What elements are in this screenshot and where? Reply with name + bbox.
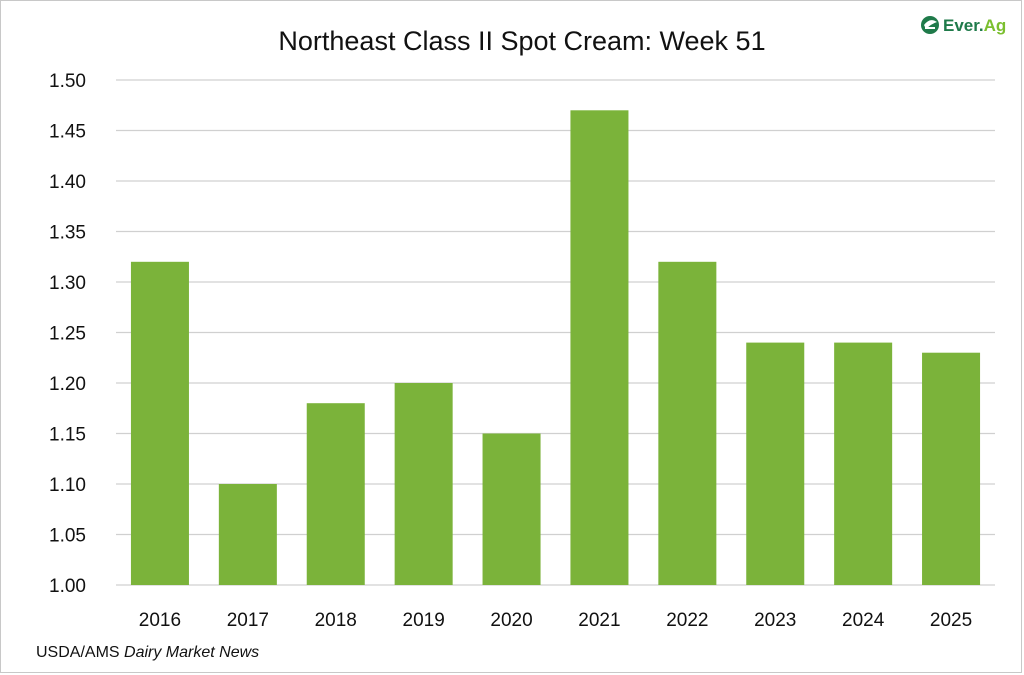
- y-tick-label: 1.10: [49, 475, 86, 496]
- bar-2022: [658, 261, 717, 585]
- x-tick-label: 2020: [490, 610, 532, 631]
- x-tick-label: 2025: [930, 610, 972, 631]
- source-note: USDA/AMS Dairy Market News: [36, 644, 259, 661]
- x-tick-label: 2024: [842, 610, 885, 631]
- bar-2017: [218, 484, 277, 585]
- y-tick-label: 1.45: [49, 122, 86, 143]
- y-tick-label: 1.25: [49, 324, 86, 345]
- x-tick-label: 2016: [139, 610, 181, 631]
- y-tick-label: 1.15: [49, 425, 86, 446]
- y-axis-ticks: 1.00 1.05 1.10 1.15 1.20 1.25 1.30 1.35 1.40 1.45…: [49, 71, 86, 597]
- x-axis-ticks: 2016 2017 2018 2019 2020 2021 2022 2023 2024 2025: [139, 610, 972, 631]
- bar-2024: [834, 342, 893, 585]
- svg-text:Ever.Ag: Ever.Ag: [943, 16, 1006, 35]
- bar-2020: [482, 433, 541, 585]
- bars: [130, 110, 981, 586]
- x-tick-label: 2019: [403, 610, 445, 631]
- bar-2016: [130, 261, 189, 585]
- y-tick-label: 1.20: [49, 374, 86, 395]
- x-tick-label: 2017: [227, 610, 269, 631]
- y-tick-label: 1.40: [49, 172, 86, 193]
- y-tick-label: 1.50: [49, 71, 86, 92]
- y-tick-label: 1.05: [49, 526, 86, 547]
- logo-text-main: Ever.: [943, 16, 984, 35]
- x-tick-label: 2018: [315, 610, 357, 631]
- logo-text-accent: Ag: [984, 16, 1007, 35]
- chart-title: Northeast Class II Spot Cream: Week 51: [278, 26, 765, 56]
- ever-ag-leaf-icon: [921, 16, 939, 34]
- x-tick-label: 2021: [578, 610, 620, 631]
- source-italic: Dairy Market News: [124, 644, 259, 661]
- bar-2023: [746, 342, 805, 585]
- y-tick-label: 1.30: [49, 273, 86, 294]
- ever-ag-logo: Ever.Ag: [921, 16, 1006, 35]
- y-tick-label: 1.00: [49, 576, 86, 597]
- bar-2018: [306, 403, 365, 585]
- bar-2025: [922, 352, 981, 585]
- bar-2019: [394, 383, 453, 585]
- x-tick-label: 2022: [666, 610, 708, 631]
- source-prefix: USDA/AMS: [36, 644, 124, 661]
- y-tick-label: 1.35: [49, 223, 86, 244]
- x-tick-label: 2023: [754, 610, 796, 631]
- bar-2021: [570, 110, 629, 586]
